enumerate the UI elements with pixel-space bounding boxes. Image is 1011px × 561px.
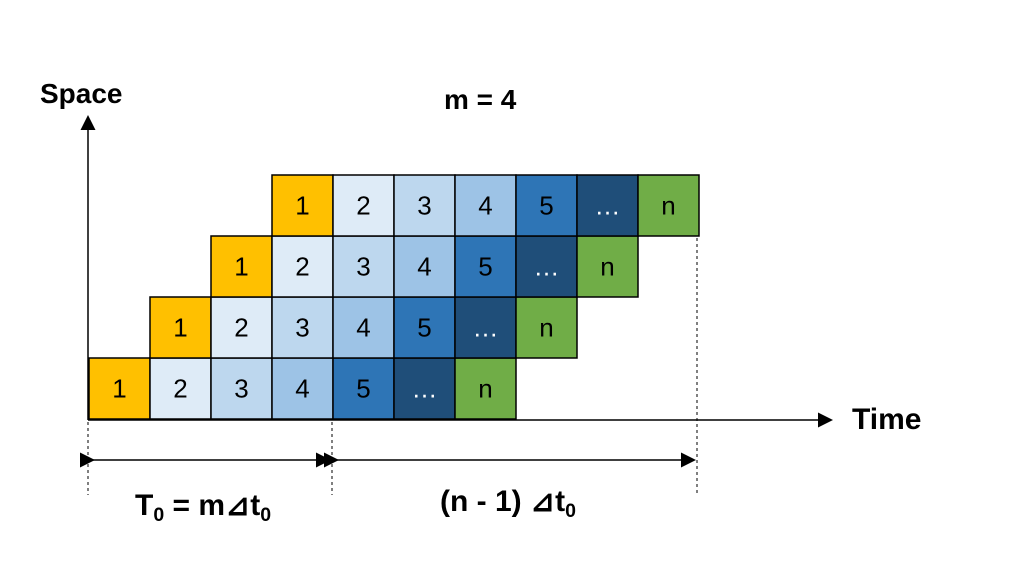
stage-cell-label: 5 <box>356 374 370 404</box>
dim-left-main: T <box>135 489 154 522</box>
stage-cell-row4-col3 <box>393 174 456 237</box>
stage-cell-row3-col1 <box>210 235 273 298</box>
stage-cell-row1-col3 <box>210 357 273 420</box>
stage-cell-label: n <box>661 191 675 221</box>
stage-cell-label: 2 <box>234 313 248 343</box>
diagram-title: m = 4 <box>444 84 517 115</box>
stage-cell-label: 2 <box>173 374 187 404</box>
stage-cell-row3-col7 <box>576 235 639 298</box>
dimension-label-left: T0 = m⊿t0 <box>135 488 271 527</box>
stage-cell-label: 1 <box>112 374 126 404</box>
dim-right-main: (n - 1) <box>440 485 530 518</box>
stage-cell-label: 4 <box>417 252 431 282</box>
stage-cell-row4-col1 <box>271 174 334 237</box>
stage-cell-row3-col6 <box>515 235 578 298</box>
stage-cell-label: … <box>534 252 560 282</box>
stage-cell-label: … <box>473 313 499 343</box>
pipeline-cells: 1 2 3 4 5 … n 1 2 3 4 5 … n 1 2 3 4 5 … n 1 2 3 4 5 … n <box>88 174 700 420</box>
stage-cell-label: n <box>539 313 553 343</box>
stage-cell-row1-col5 <box>332 357 395 420</box>
stage-cell-label: 2 <box>356 191 370 221</box>
dim-right-tsub: 0 <box>565 499 576 522</box>
stage-cell-row1-col1 <box>88 357 151 420</box>
stage-cell-row2-col2 <box>210 296 273 359</box>
stage-cell-row4-col4 <box>454 174 517 237</box>
stage-cell-row1-col7 <box>454 357 517 420</box>
stage-cell-label: 5 <box>478 252 492 282</box>
stage-cell-row2-col3 <box>271 296 334 359</box>
dim-left-rest: = m <box>164 489 226 522</box>
stage-cell-row4-col2 <box>332 174 395 237</box>
stage-cell-label: … <box>595 191 621 221</box>
x-axis-label: Time <box>852 403 922 436</box>
stage-cell-row4-col7 <box>637 174 700 237</box>
stage-cell-label: 3 <box>234 374 248 404</box>
stage-cell-label: 4 <box>295 374 309 404</box>
dim-left-t: t <box>250 489 261 522</box>
stage-cell-row1-col2 <box>149 357 212 420</box>
stage-cell-label: 1 <box>295 191 309 221</box>
stage-cell-label: 5 <box>539 191 553 221</box>
dim-left-tsub: 0 <box>260 503 272 526</box>
stage-cell-label: 4 <box>478 191 492 221</box>
stage-cell-label: 3 <box>356 252 370 282</box>
stage-cell-row2-col7 <box>515 296 578 359</box>
stage-cell-label: n <box>478 374 492 404</box>
stage-cell-label: 2 <box>295 252 309 282</box>
delta-triangle-icon: ⊿ <box>530 485 556 518</box>
dimension-label-right: (n - 1) ⊿t0 <box>440 484 576 523</box>
stage-cell-label: 4 <box>356 313 370 343</box>
stage-cell-label: 3 <box>417 191 431 221</box>
y-axis-label: Space <box>40 78 123 109</box>
stage-cell-row3-col3 <box>332 235 395 298</box>
dim-right-t: t <box>555 485 566 518</box>
dim-left-sub: 0 <box>153 503 165 526</box>
stage-cell-label: 1 <box>234 252 248 282</box>
stage-cell-row4-col5 <box>515 174 578 237</box>
delta-triangle-icon: ⊿ <box>225 489 251 522</box>
stage-cell-label: 1 <box>173 313 187 343</box>
stage-cell-row4-col6 <box>576 174 639 237</box>
stage-cell-label: … <box>412 374 438 404</box>
stage-cell-label: n <box>600 252 614 282</box>
stage-cell-label: 3 <box>295 313 309 343</box>
stage-cell-label: 5 <box>417 313 431 343</box>
